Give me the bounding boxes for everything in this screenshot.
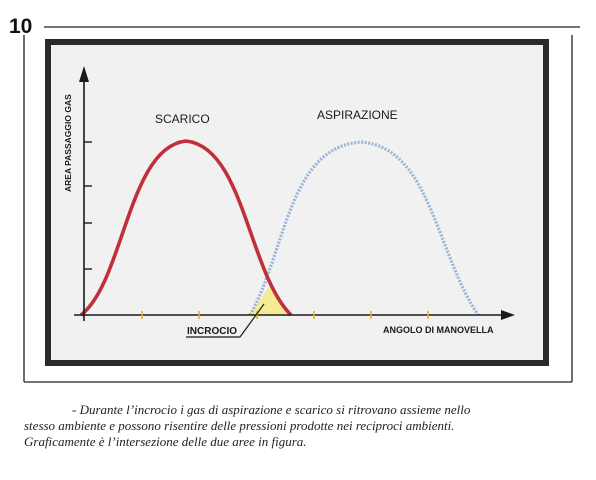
x-ticks — [141, 311, 429, 319]
y-axis-label: AREA PASSAGGIO GAS — [63, 94, 73, 192]
caption-line: stesso ambiente e possono risentire dell… — [24, 418, 455, 433]
aspirazione-curve — [248, 140, 480, 316]
overlap-area — [248, 287, 291, 315]
caption-line: - Durante l’incrocio i gas di aspirazion… — [72, 402, 471, 417]
incrocio-label: INCROCIO — [187, 326, 237, 337]
figure-number: 10 — [9, 15, 33, 38]
y-axis-arrow-icon — [79, 66, 89, 82]
scarico-label: SCARICO — [155, 112, 210, 126]
plot-panel — [45, 39, 549, 366]
caption-line: Graficamente è l’intersezione delle due … — [24, 434, 307, 449]
scarico-curve — [79, 139, 293, 317]
aspirazione-label: ASPIRAZIONE — [317, 108, 398, 122]
caption: - Durante l’incrocio i gas di aspirazion… — [24, 402, 572, 450]
x-axis-arrow-icon — [501, 310, 515, 320]
x-axis-label: ANGOLO DI MANOVELLA — [383, 325, 494, 335]
incrocio-leader — [186, 303, 265, 338]
